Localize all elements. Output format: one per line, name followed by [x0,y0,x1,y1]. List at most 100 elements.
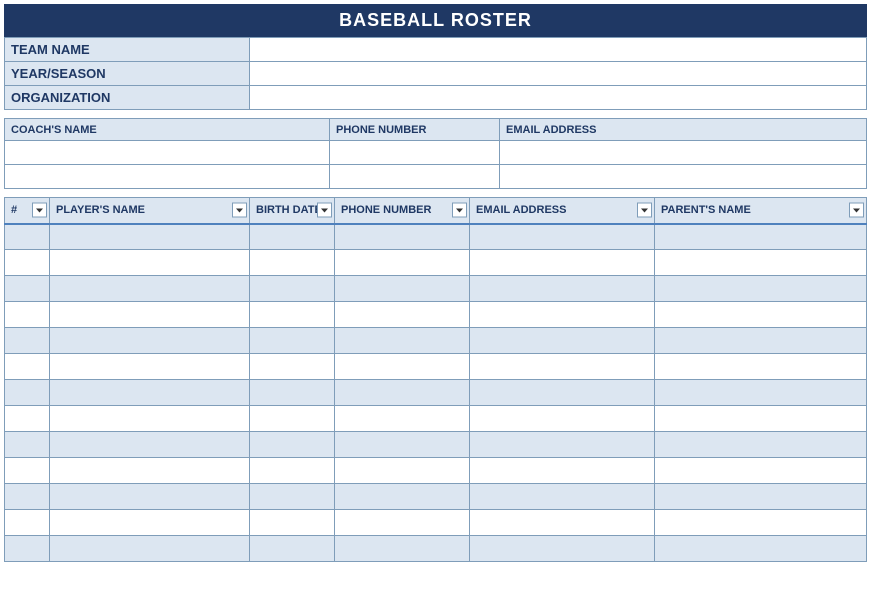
roster-cell[interactable] [335,224,470,250]
filter-dropdown-icon[interactable] [232,203,247,218]
coach-cell[interactable] [500,141,867,165]
roster-cell[interactable] [5,536,50,562]
roster-cell[interactable] [250,276,335,302]
roster-cell[interactable] [655,276,867,302]
roster-cell[interactable] [655,432,867,458]
roster-cell[interactable] [50,432,250,458]
filter-dropdown-icon[interactable] [32,203,47,218]
filter-dropdown-icon[interactable] [452,203,467,218]
roster-cell[interactable] [250,250,335,276]
roster-cell[interactable] [335,510,470,536]
filter-dropdown-icon[interactable] [849,203,864,218]
roster-column-header[interactable]: EMAIL ADDRESS [470,198,655,224]
roster-cell[interactable] [50,406,250,432]
roster-column-header[interactable]: PHONE NUMBER [335,198,470,224]
roster-cell[interactable] [50,250,250,276]
roster-cell[interactable] [250,536,335,562]
roster-cell[interactable] [335,302,470,328]
roster-cell[interactable] [5,276,50,302]
roster-cell[interactable] [335,250,470,276]
roster-cell[interactable] [50,484,250,510]
roster-cell[interactable] [5,302,50,328]
roster-cell[interactable] [470,250,655,276]
coach-cell[interactable] [500,165,867,189]
roster-cell[interactable] [335,458,470,484]
roster-cell[interactable] [470,224,655,250]
roster-cell[interactable] [5,406,50,432]
roster-cell[interactable] [5,224,50,250]
roster-cell[interactable] [250,484,335,510]
filter-dropdown-icon[interactable] [637,203,652,218]
roster-cell[interactable] [50,458,250,484]
roster-cell[interactable] [470,458,655,484]
roster-cell[interactable] [50,510,250,536]
roster-cell[interactable] [335,406,470,432]
roster-cell[interactable] [335,276,470,302]
roster-cell[interactable] [250,354,335,380]
roster-row [5,510,867,536]
roster-cell[interactable] [50,276,250,302]
roster-cell[interactable] [50,224,250,250]
roster-cell[interactable] [250,510,335,536]
roster-cell[interactable] [50,328,250,354]
roster-column-header[interactable]: BIRTH DATE [250,198,335,224]
roster-cell[interactable] [470,354,655,380]
roster-cell[interactable] [50,380,250,406]
roster-cell[interactable] [5,510,50,536]
roster-cell[interactable] [250,224,335,250]
filter-dropdown-icon[interactable] [317,203,332,218]
roster-cell[interactable] [5,250,50,276]
roster-cell[interactable] [335,354,470,380]
roster-cell[interactable] [655,458,867,484]
roster-cell[interactable] [250,302,335,328]
roster-cell[interactable] [50,536,250,562]
roster-cell[interactable] [335,380,470,406]
roster-cell[interactable] [470,536,655,562]
coach-cell[interactable] [5,165,330,189]
roster-cell[interactable] [250,406,335,432]
roster-cell[interactable] [655,536,867,562]
roster-cell[interactable] [335,432,470,458]
roster-cell[interactable] [655,406,867,432]
roster-cell[interactable] [470,510,655,536]
roster-column-header[interactable]: PARENT'S NAME [655,198,867,224]
roster-cell[interactable] [655,510,867,536]
roster-cell[interactable] [5,380,50,406]
roster-cell[interactable] [655,302,867,328]
roster-cell[interactable] [655,328,867,354]
roster-cell[interactable] [335,328,470,354]
roster-cell[interactable] [335,484,470,510]
roster-column-header[interactable]: # [5,198,50,224]
roster-cell[interactable] [50,302,250,328]
coach-cell[interactable] [5,141,330,165]
info-value[interactable] [250,62,867,86]
roster-cell[interactable] [655,380,867,406]
roster-cell[interactable] [655,354,867,380]
roster-cell[interactable] [470,484,655,510]
roster-cell[interactable] [250,432,335,458]
roster-cell[interactable] [470,276,655,302]
roster-cell[interactable] [5,432,50,458]
roster-cell[interactable] [470,432,655,458]
roster-cell[interactable] [470,406,655,432]
coach-cell[interactable] [330,165,500,189]
roster-cell[interactable] [470,380,655,406]
roster-cell[interactable] [470,302,655,328]
roster-cell[interactable] [5,458,50,484]
roster-cell[interactable] [470,328,655,354]
info-value[interactable] [250,38,867,62]
roster-cell[interactable] [335,536,470,562]
roster-cell[interactable] [50,354,250,380]
roster-cell[interactable] [250,458,335,484]
roster-cell[interactable] [5,354,50,380]
roster-cell[interactable] [5,484,50,510]
roster-cell[interactable] [5,328,50,354]
roster-cell[interactable] [655,484,867,510]
roster-cell[interactable] [250,380,335,406]
roster-cell[interactable] [655,224,867,250]
info-value[interactable] [250,86,867,110]
roster-cell[interactable] [250,328,335,354]
roster-cell[interactable] [655,250,867,276]
roster-column-header[interactable]: PLAYER'S NAME [50,198,250,224]
coach-cell[interactable] [330,141,500,165]
